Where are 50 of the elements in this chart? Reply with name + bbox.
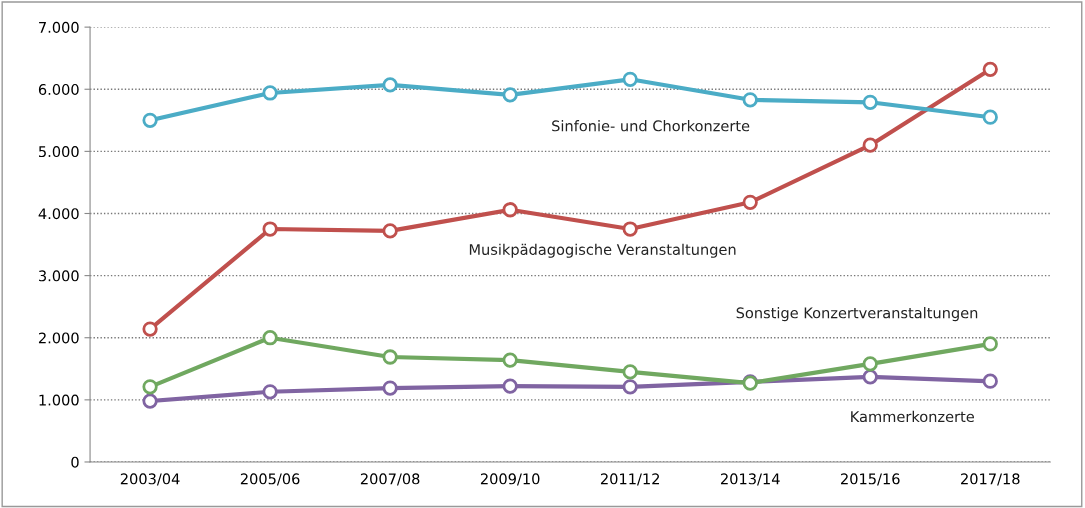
point [982, 373, 998, 389]
series-label: Kammerkonzerte [851, 410, 974, 423]
point [262, 221, 278, 237]
point [262, 85, 278, 101]
series-label: Musikpädagogische Veranstaltungen [469, 243, 736, 258]
series-label: Sonstige Konzertveranstaltungen [736, 307, 978, 322]
point [382, 380, 398, 396]
point [622, 379, 638, 395]
x-tick-label: 2011/12 [600, 473, 660, 486]
point [382, 223, 398, 239]
x-tick-label: 2005/06 [240, 473, 300, 486]
y-tick-label: 1.000 [39, 394, 79, 406]
point [262, 330, 278, 346]
point [982, 109, 998, 125]
point [142, 112, 158, 128]
series-label: Sinfonie- und Chorkonzerte [552, 120, 750, 132]
y-tick-label: 5.000 [39, 146, 79, 158]
point [382, 349, 398, 365]
point [622, 71, 638, 87]
point [502, 87, 518, 103]
x-tick-label: 2015/16 [841, 473, 900, 486]
point [862, 137, 878, 153]
point [142, 393, 158, 409]
point [502, 202, 518, 218]
point [502, 378, 518, 394]
x-tick-label: 2013/14 [720, 473, 780, 486]
y-tick-label: 2.000 [38, 332, 79, 344]
y-tick-label: 6.000 [38, 83, 79, 95]
point [142, 379, 158, 395]
y-tick-label: 3.000 [39, 270, 79, 282]
point [382, 77, 398, 93]
y-tick-label: 7.000 [39, 21, 79, 33]
point [982, 61, 998, 78]
point [742, 92, 758, 108]
point [982, 336, 998, 352]
point [142, 321, 158, 337]
y-tick-label: 0 [71, 456, 79, 468]
x-tick-label: 2009/10 [480, 473, 540, 486]
point [862, 94, 878, 110]
y-tick-label: 4.000 [38, 208, 79, 220]
x-tick-label: 2007/08 [360, 473, 420, 486]
point [262, 384, 278, 400]
x-tick-label: 2017/18 [961, 473, 1020, 486]
point [862, 369, 878, 385]
point [622, 364, 638, 380]
point [502, 352, 518, 368]
point [622, 221, 638, 237]
x-tick-label: 2003/04 [120, 473, 180, 486]
point [862, 356, 878, 372]
point [742, 194, 758, 210]
